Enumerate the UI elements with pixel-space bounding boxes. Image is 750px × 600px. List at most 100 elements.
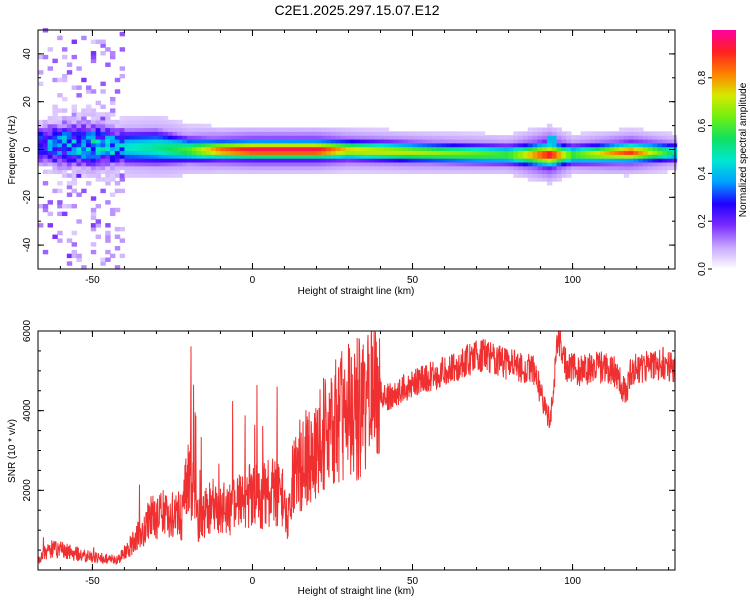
- spectrogram-cell: [460, 142, 466, 148]
- spectrogram-cell: [105, 116, 111, 121]
- spectrogram-cell: [642, 161, 649, 167]
- spectrogram-cell: [575, 150, 582, 155]
- x-tick-label: 100: [564, 275, 581, 286]
- spectrogram-cell: [508, 165, 514, 171]
- spectrogram-cell: [546, 158, 553, 163]
- spectrogram-cell: [311, 138, 318, 144]
- spectrogram-cell: [90, 123, 97, 129]
- spectrogram-cell: [585, 142, 591, 148]
- spectrogram-cell: [239, 161, 246, 167]
- spectrogram-cell: [100, 43, 106, 48]
- spectrogram-cell: [177, 127, 183, 132]
- spectrogram-cell: [206, 169, 212, 174]
- spectrogram-cell: [297, 169, 303, 174]
- spectrogram-cell: [393, 165, 399, 171]
- spectrogram-cell: [388, 131, 394, 136]
- spectrogram-cell: [66, 173, 73, 178]
- colorbar-tick-label: 0.0: [697, 262, 708, 276]
- spectrogram-cell: [258, 165, 265, 171]
- spectrogram-cell: [249, 158, 255, 163]
- spectrogram-cell: [86, 158, 92, 163]
- spectrogram-cell: [278, 131, 284, 136]
- spectrogram-cell: [633, 154, 639, 159]
- spectrogram-cell: [585, 165, 591, 171]
- spectrogram-cell: [292, 131, 298, 136]
- spectrogram-cell: [129, 142, 135, 148]
- spectrogram-cell: [90, 154, 97, 159]
- spectrogram-cell: [71, 230, 78, 236]
- spectrogram-cell: [158, 138, 164, 144]
- spectrogram-cell: [498, 161, 505, 167]
- spectrogram-cell: [105, 47, 111, 52]
- spectrogram-cell: [431, 169, 438, 174]
- spectrogram-cell: [642, 138, 649, 144]
- spectrogram-cell: [110, 161, 116, 167]
- spectrogram-cell: [378, 138, 385, 144]
- spectrogram-cell: [340, 131, 346, 136]
- spectrogram-cell: [90, 173, 97, 178]
- spectrogram-cell: [110, 54, 116, 60]
- spectrogram-cell: [71, 169, 78, 174]
- spectrogram-cell: [100, 89, 106, 94]
- spectrogram-cell: [628, 127, 634, 132]
- spectrogram-cell: [436, 135, 442, 140]
- spectrogram-cell: [570, 146, 577, 152]
- spectrogram-cell: [167, 165, 174, 171]
- spectrogram-cell: [364, 146, 370, 152]
- spectrogram-cell: [76, 253, 82, 259]
- spectrogram-cell: [66, 181, 73, 186]
- spectrogram-cell: [470, 169, 476, 174]
- spectrogram-cell: [460, 135, 466, 140]
- spectrogram-cell: [326, 158, 332, 163]
- spectrogram-cell: [354, 161, 361, 167]
- spectrogram-cell: [537, 165, 543, 171]
- spectrogram-cell: [249, 154, 255, 159]
- spectrogram-cell: [114, 158, 121, 163]
- spectrogram-cell: [186, 138, 193, 144]
- spectrogram-cell: [609, 131, 615, 136]
- spectrogram-cell: [158, 165, 164, 171]
- spectrogram-cell: [167, 173, 174, 178]
- spectrogram-cell: [134, 154, 140, 159]
- spectrogram-cell: [455, 131, 462, 136]
- spectrogram-cell: [503, 146, 510, 152]
- spectrogram-cell: [551, 158, 558, 163]
- spectrogram-cell: [662, 131, 668, 136]
- spectrogram-cell: [119, 73, 126, 79]
- spectrogram-cell: [172, 138, 178, 144]
- spectrogram-cell: [86, 119, 92, 125]
- spectrogram-cell: [359, 146, 366, 152]
- spectrogram-cell: [62, 150, 68, 155]
- spectrogram-cell: [86, 165, 92, 171]
- spectrogram-cell: [556, 173, 562, 178]
- spectrogram-cell: [470, 150, 476, 155]
- spectrogram-cell: [604, 131, 610, 136]
- spectrogram-cell: [100, 161, 106, 167]
- spectrogram-cell: [383, 135, 390, 140]
- spectrogram-cell: [186, 154, 193, 159]
- spectrogram-cell: [66, 161, 73, 167]
- spectrogram-cell: [119, 188, 126, 194]
- spectrogram-cell: [186, 161, 193, 167]
- spectrogram-cell: [167, 119, 174, 125]
- y-tick-label: 0: [22, 146, 33, 152]
- spectrogram-cell: [110, 127, 116, 132]
- spectrogram-cell: [633, 131, 639, 136]
- spectrogram-cell: [177, 150, 183, 155]
- spectrogram-cell: [518, 161, 524, 167]
- spectrogram-cell: [522, 165, 529, 171]
- spectrogram-cell: [398, 135, 404, 140]
- spectrogram-cell: [450, 161, 457, 167]
- spectrogram-cell: [273, 127, 279, 132]
- spectrogram-cell: [604, 161, 610, 167]
- spectrogram-cell: [532, 161, 538, 167]
- spectrogram-cell: [407, 138, 414, 144]
- spectrogram-cell: [537, 169, 543, 174]
- spectrogram-cell: [119, 131, 126, 136]
- spectrogram-cell: [258, 169, 265, 174]
- spectrogram-cell: [628, 131, 634, 136]
- spectrogram-cell: [628, 169, 634, 174]
- spectrogram-cell: [306, 154, 313, 159]
- spectrogram-cell: [556, 127, 562, 132]
- spectrogram-cell: [518, 142, 524, 148]
